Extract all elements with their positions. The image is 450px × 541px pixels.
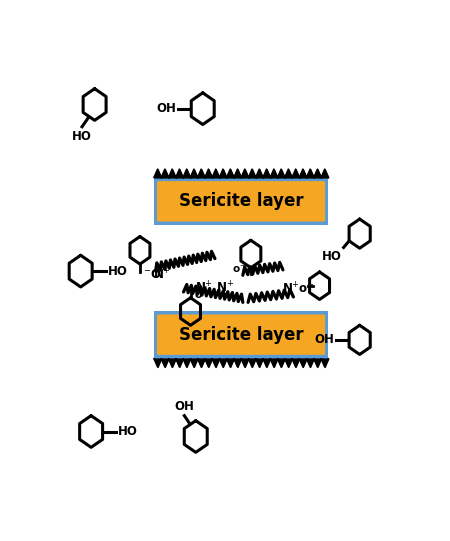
Text: HO: HO (108, 265, 127, 278)
Text: OH: OH (315, 333, 335, 346)
Text: OH: OH (175, 400, 194, 413)
Text: N$^{+}$ N$^{+}$: N$^{+}$ N$^{+}$ (195, 280, 234, 295)
Text: o: o (195, 291, 202, 300)
Text: HO: HO (72, 130, 92, 143)
Text: N$^{+}$: N$^{+}$ (153, 267, 171, 282)
Text: Sericite layer: Sericite layer (179, 193, 303, 210)
FancyBboxPatch shape (154, 177, 328, 225)
Text: o$^{-}$: o$^{-}$ (294, 282, 315, 295)
Text: $^{-}$O: $^{-}$O (143, 268, 162, 281)
FancyBboxPatch shape (154, 311, 328, 359)
Text: OH: OH (156, 102, 176, 115)
Text: HO: HO (118, 425, 138, 438)
Text: HO: HO (322, 249, 342, 262)
Text: N$^{+}$: N$^{+}$ (282, 281, 300, 296)
FancyBboxPatch shape (157, 181, 325, 222)
Text: Sericite layer: Sericite layer (179, 326, 303, 344)
Text: o$^{-}$: o$^{-}$ (232, 264, 247, 275)
FancyBboxPatch shape (157, 314, 325, 355)
